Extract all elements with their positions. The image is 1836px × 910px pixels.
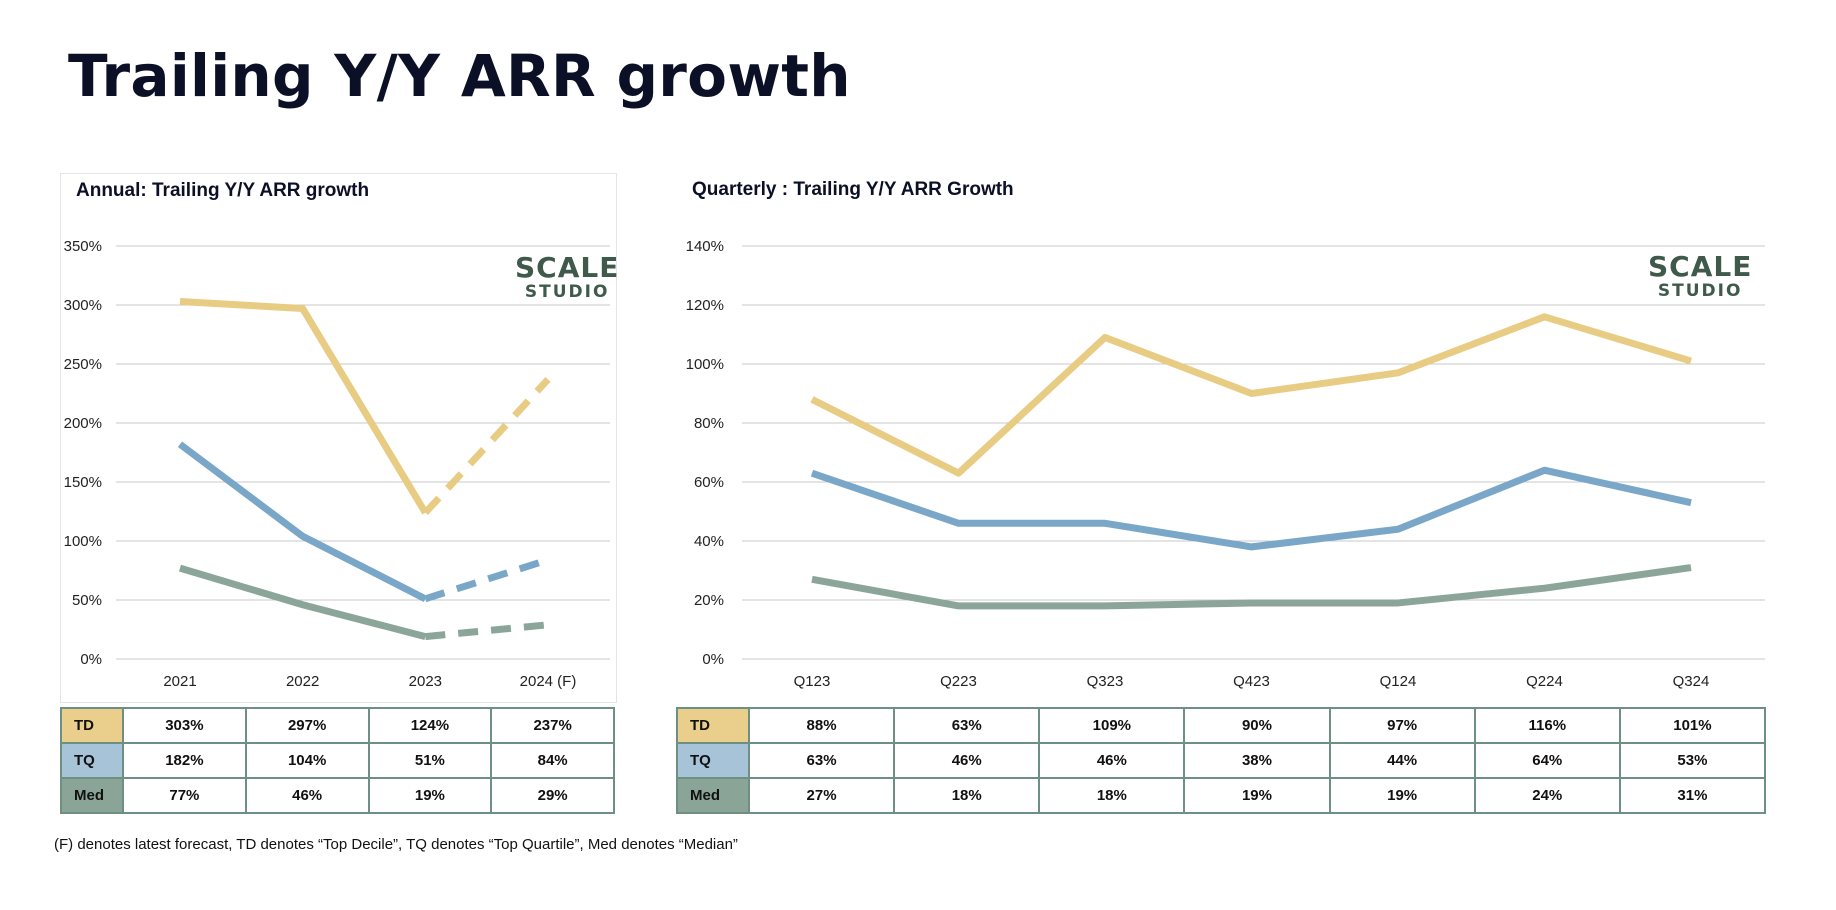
x-tick-label: Q324: [1673, 673, 1710, 690]
logo-text-line2: STUDIO: [1657, 281, 1743, 301]
quarterly-chart-panel: Quarterly : Trailing Y/Y ARR Growth SCAL…: [676, 173, 1770, 701]
table-cell: 38%: [1183, 742, 1331, 779]
y-tick-label: 0%: [702, 651, 724, 668]
x-tick-label: Q123: [794, 673, 831, 690]
series-forecast-line-tq: [424, 556, 550, 603]
x-tick-label: 2022: [286, 673, 319, 690]
row-label-td: TD: [676, 707, 750, 744]
page-title: Trailing Y/Y ARR growth: [68, 42, 851, 110]
table-cell: 64%: [1473, 742, 1621, 779]
y-tick-label: 100%: [686, 356, 724, 373]
table-cell: 297%: [244, 707, 370, 744]
table-cell: 46%: [244, 777, 370, 814]
y-tick-label: 150%: [64, 474, 102, 491]
table-row: Med 77% 46% 19% 29%: [60, 777, 615, 814]
table-row: Med 27% 18% 18% 19% 19% 24% 31%: [676, 777, 1767, 814]
annual-chart-title: Annual: Trailing Y/Y ARR growth: [76, 180, 370, 201]
table-cell: 27%: [747, 777, 896, 814]
table-cell: 90%: [1183, 707, 1331, 744]
table-cell: 19%: [1183, 777, 1331, 814]
table-cell: 84%: [490, 742, 615, 779]
table-cell: 18%: [1038, 777, 1186, 814]
table-cell: 101%: [1618, 707, 1767, 744]
x-tick-label: Q423: [1233, 673, 1270, 690]
table-cell: 63%: [747, 742, 896, 779]
table-cell: 88%: [747, 707, 896, 744]
annual-chart-panel: Annual: Trailing Y/Y ARR growth SCALE ST…: [60, 173, 619, 703]
table-cell: 116%: [1473, 707, 1621, 744]
logo-text-line2: STUDIO: [524, 282, 610, 302]
row-label-med: Med: [676, 777, 750, 814]
y-tick-label: 100%: [64, 533, 102, 550]
y-tick-label: 0%: [80, 651, 102, 668]
x-tick-label: Q323: [1087, 673, 1124, 690]
y-tick-label: 50%: [72, 592, 102, 609]
table-cell: 237%: [490, 707, 615, 744]
table-cell: 44%: [1328, 742, 1476, 779]
series-line-tq: [810, 466, 1692, 551]
table-row: TD 88% 63% 109% 90% 97% 116% 101%: [676, 707, 1767, 744]
row-label-tq: TQ: [676, 742, 750, 779]
y-tick-label: 20%: [694, 592, 724, 609]
scale-studio-logo: SCALE STUDIO: [1648, 253, 1752, 300]
quarterly-data-table: TD 88% 63% 109% 90% 97% 116% 101% TQ 63% 46% 46% 38%…: [676, 707, 1767, 814]
row-label-td: TD: [60, 707, 124, 744]
series-line-td: [810, 313, 1693, 477]
y-tick-label: 120%: [686, 297, 724, 314]
x-tick-label: Q124: [1380, 673, 1417, 690]
x-tick-label: 2021: [163, 673, 196, 690]
series-line-tq: [177, 441, 427, 602]
table-cell: 19%: [367, 777, 493, 814]
table-cell: 53%: [1618, 742, 1767, 779]
row-label-med: Med: [60, 777, 124, 814]
row-label-tq: TQ: [60, 742, 124, 779]
x-tick-label: 2024 (F): [520, 673, 577, 690]
table-cell: 46%: [1038, 742, 1186, 779]
x-tick-label: Q223: [940, 673, 977, 690]
footnote: (F) denotes latest forecast, TD denotes …: [54, 836, 738, 853]
table-cell: 63%: [893, 707, 1041, 744]
table-row: TQ 63% 46% 46% 38% 44% 64% 53%: [676, 742, 1767, 779]
table-cell: 51%: [367, 742, 493, 779]
logo-text-line1: SCALE: [515, 251, 620, 284]
table-cell: 104%: [244, 742, 370, 779]
series-line-med: [811, 564, 1692, 610]
quarterly-chart-title: Quarterly : Trailing Y/Y ARR Growth: [692, 179, 1014, 200]
table-cell: 18%: [893, 777, 1041, 814]
series-line-td: [179, 297, 429, 515]
series-forecast-line-med: [424, 621, 549, 641]
table-cell: 303%: [122, 707, 247, 744]
table-cell: 109%: [1038, 707, 1186, 744]
y-tick-label: 350%: [64, 238, 102, 255]
table-cell: 31%: [1618, 777, 1767, 814]
table-row: TD 303% 297% 124% 237%: [60, 707, 615, 744]
x-tick-label: Q224: [1526, 673, 1563, 690]
table-cell: 24%: [1473, 777, 1621, 814]
series-line-med: [178, 564, 427, 640]
scale-studio-logo: SCALE STUDIO: [515, 254, 619, 301]
table-cell: 77%: [122, 777, 247, 814]
table-cell: 97%: [1328, 707, 1476, 744]
table-cell: 182%: [122, 742, 247, 779]
y-tick-label: 80%: [694, 415, 724, 432]
logo-text-line1: SCALE: [1648, 250, 1753, 283]
y-tick-label: 40%: [694, 533, 724, 550]
y-tick-label: 250%: [64, 356, 102, 373]
y-tick-label: 60%: [694, 474, 724, 491]
table-cell: 29%: [490, 777, 615, 814]
table-row: TQ 182% 104% 51% 84%: [60, 742, 615, 779]
series-forecast-line-td: [422, 376, 551, 516]
y-tick-label: 200%: [64, 415, 102, 432]
table-cell: 19%: [1328, 777, 1476, 814]
annual-data-table: TD 303% 297% 124% 237% TQ 182% 104% 51% 84% Med 77%…: [60, 707, 615, 814]
table-cell: 46%: [893, 742, 1041, 779]
x-tick-label: 2023: [409, 673, 442, 690]
y-tick-label: 140%: [686, 238, 724, 255]
table-cell: 124%: [367, 707, 493, 744]
y-tick-label: 300%: [64, 297, 102, 314]
